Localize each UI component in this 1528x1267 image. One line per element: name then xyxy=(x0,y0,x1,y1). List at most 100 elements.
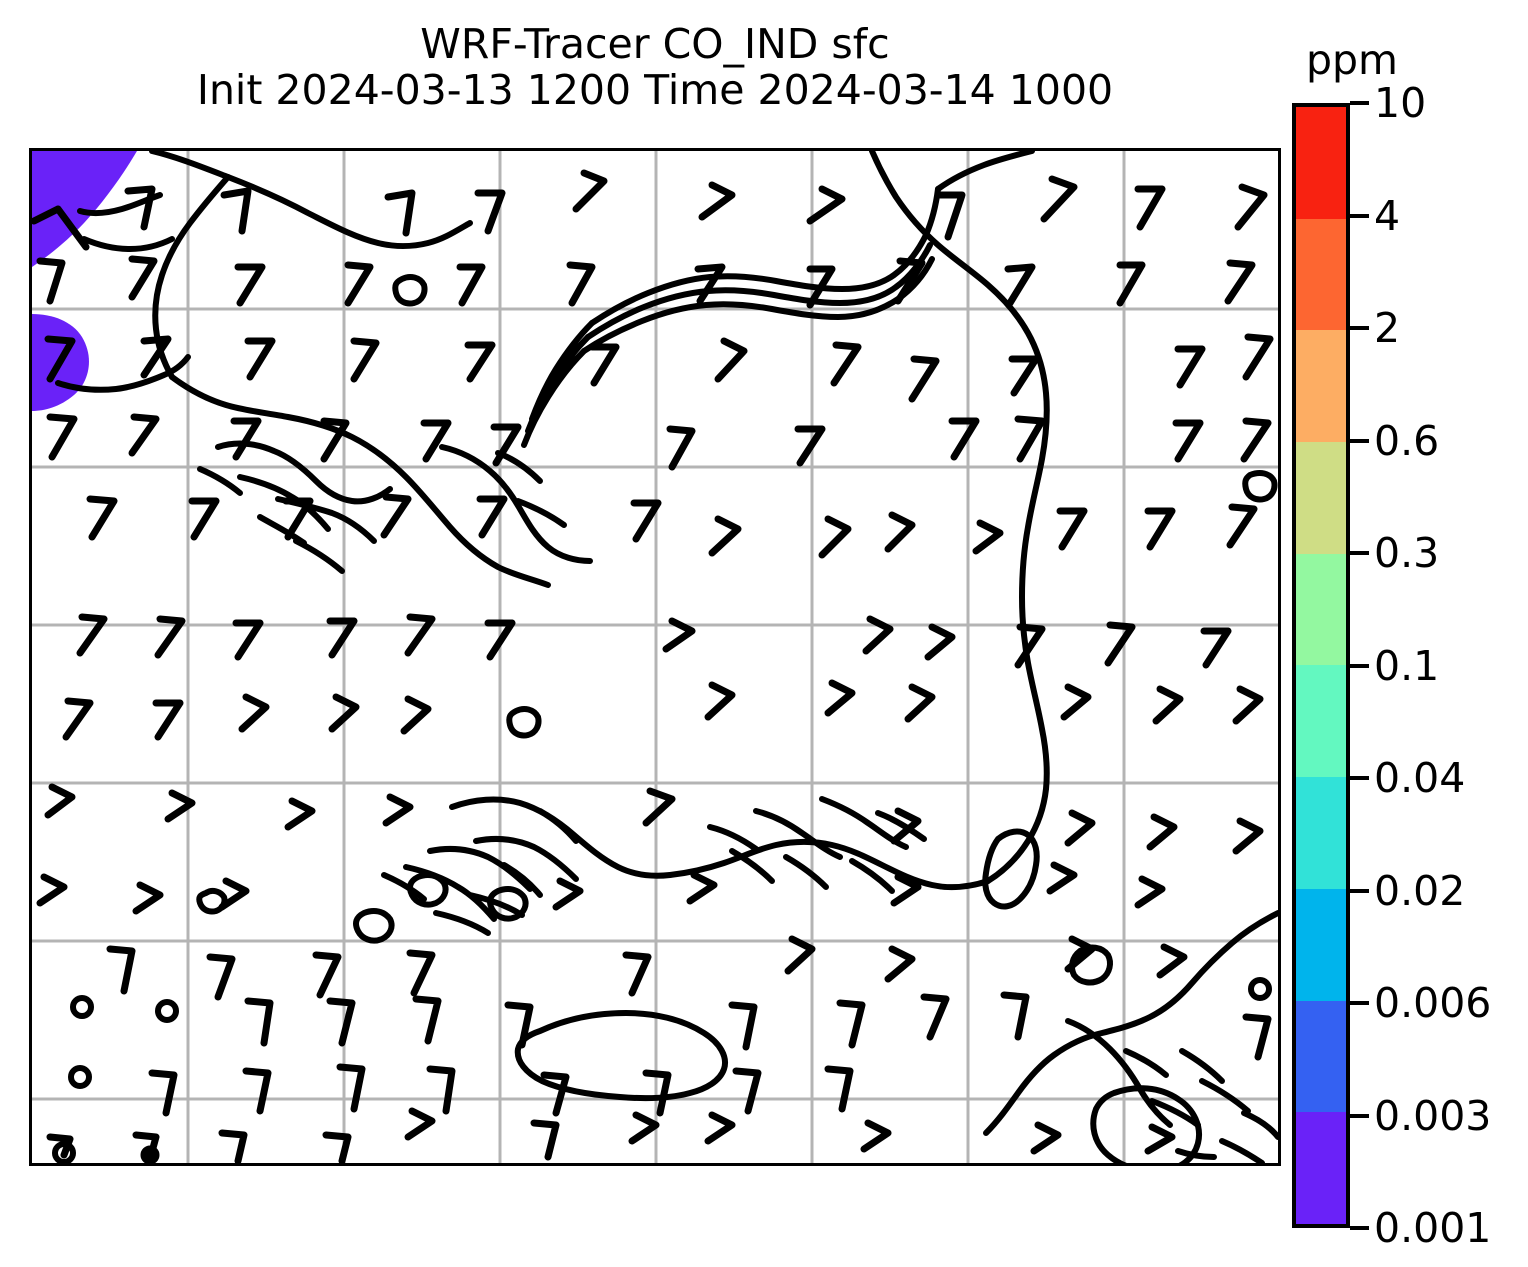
wind-barb-calm xyxy=(70,995,94,1019)
map-vector xyxy=(312,951,342,999)
map-vector xyxy=(384,189,416,237)
map-vector xyxy=(836,999,866,1049)
map-vector xyxy=(70,995,94,1019)
map-vector xyxy=(148,1069,178,1117)
coastline-south xyxy=(667,839,991,891)
map-vector xyxy=(1060,683,1092,721)
map-vector xyxy=(1226,503,1258,549)
wind-barb xyxy=(884,511,916,553)
map-vector xyxy=(46,413,78,461)
coastline-nw xyxy=(149,151,473,249)
wind-barb xyxy=(666,425,696,471)
map-vector xyxy=(1234,183,1268,231)
map-vector xyxy=(530,1119,560,1161)
wind-barb xyxy=(44,783,76,819)
wind-barb xyxy=(504,1001,534,1049)
map-vector xyxy=(818,515,852,559)
colorbar-band xyxy=(1296,107,1346,219)
wind-barb xyxy=(244,337,276,381)
map-vector xyxy=(404,1107,436,1141)
wind-barb-layer xyxy=(32,169,1274,1163)
map-vector xyxy=(884,945,916,983)
colorbar[interactable] xyxy=(1292,103,1350,1228)
map-vector xyxy=(708,515,742,557)
map-vector xyxy=(552,877,584,911)
map-inner xyxy=(32,151,1278,1163)
map-vector xyxy=(218,877,250,911)
wind-barb xyxy=(818,515,852,559)
map-vector xyxy=(456,263,486,307)
map-vector xyxy=(1046,861,1078,895)
map-vector xyxy=(1040,175,1078,223)
wind-barb xyxy=(824,679,856,717)
map-vector xyxy=(284,797,316,831)
map-vector xyxy=(220,187,252,235)
map-vector xyxy=(884,511,916,553)
wind-barb xyxy=(884,945,916,983)
wind-barb-calm xyxy=(140,1145,160,1163)
wind-barb xyxy=(1014,623,1046,669)
map-vector xyxy=(830,341,862,387)
colorbar-band xyxy=(1296,1112,1346,1224)
map-vector xyxy=(484,619,516,661)
coastline-layer xyxy=(55,151,1278,1163)
wind-barb xyxy=(412,995,442,1045)
map-vector xyxy=(234,263,266,307)
map-plot-area[interactable] xyxy=(29,148,1281,1166)
chart-title: WRF-Tracer CO_IND sfc Init 2024-03-13 12… xyxy=(29,21,1281,114)
map-vector xyxy=(794,425,826,467)
map-vector xyxy=(52,1141,76,1163)
wind-barb xyxy=(1242,1013,1272,1061)
coastline-nw-bay xyxy=(152,174,231,380)
wind-barb xyxy=(686,871,718,905)
wind-barb xyxy=(382,793,414,827)
wind-barb xyxy=(128,413,160,457)
map-vector xyxy=(44,335,76,383)
map-vector xyxy=(244,337,276,381)
wind-barb xyxy=(836,999,866,1049)
map-vector xyxy=(188,497,220,541)
map-vector xyxy=(400,695,432,735)
wind-barb xyxy=(704,681,736,721)
wind-barb xyxy=(552,877,584,911)
wind-barb xyxy=(824,1065,854,1113)
map-vector xyxy=(1030,1121,1062,1155)
title-line-2: Init 2024-03-13 1200 Time 2024-03-14 100… xyxy=(196,65,1114,114)
colorbar-tick-label: 0.02 xyxy=(1374,866,1466,915)
map-vector xyxy=(714,337,748,383)
wind-barb xyxy=(44,335,76,383)
map-vector xyxy=(642,1069,672,1117)
colorbar-tick-mark xyxy=(1350,101,1369,105)
wind-barb xyxy=(806,185,846,225)
map-vector xyxy=(140,1145,160,1163)
wind-barb xyxy=(404,1107,436,1141)
map-vector xyxy=(230,417,262,461)
wind-barb xyxy=(464,341,496,383)
map-vector xyxy=(1232,817,1264,855)
map-vector xyxy=(1064,809,1096,847)
map-vector xyxy=(628,1111,660,1145)
wind-barb xyxy=(806,265,836,309)
map-vector xyxy=(630,499,662,543)
wind-barb xyxy=(1144,1123,1176,1155)
map-vector xyxy=(76,613,108,657)
wind-barb xyxy=(1144,507,1176,551)
map-vector xyxy=(1174,345,1206,389)
map-vector xyxy=(476,495,508,539)
map-vector xyxy=(1144,1123,1176,1155)
map-vector xyxy=(1116,261,1146,307)
coastline-west xyxy=(169,374,551,588)
wind-barb xyxy=(36,873,68,907)
map-vector xyxy=(106,945,136,995)
wind-barb xyxy=(312,951,342,999)
colorbar-tick-label: 10 xyxy=(1374,79,1427,127)
wind-barb xyxy=(336,1063,366,1113)
map-vector xyxy=(904,683,936,723)
wind-barb xyxy=(698,181,736,221)
wind-barb xyxy=(1056,507,1088,551)
map-vector xyxy=(1152,685,1184,725)
map-vector xyxy=(704,1111,736,1145)
wind-barb xyxy=(1146,813,1178,851)
wind-barb xyxy=(152,699,184,741)
